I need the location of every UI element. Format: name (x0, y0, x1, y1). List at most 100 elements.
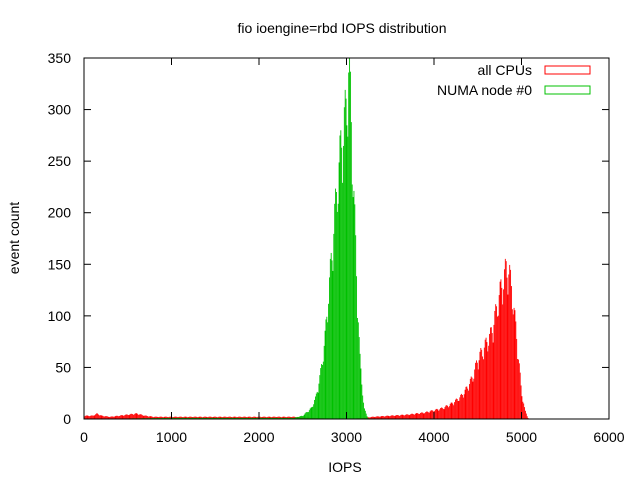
bar-series-0-182 (243, 416, 245, 419)
bar-series-0-465 (493, 324, 495, 419)
bar-series-0-76 (150, 416, 152, 419)
bar-series-0-464 (492, 342, 494, 419)
bar-series-1-318 (366, 416, 368, 419)
bar-series-0-392 (429, 411, 431, 419)
bar-series-0-403 (439, 409, 441, 419)
bar-series-1-204 (266, 417, 268, 419)
bar-series-0-382 (420, 412, 422, 419)
legend-swatch-1 (544, 85, 591, 95)
bar-series-0-478 (504, 258, 506, 419)
bar-series-0-82 (155, 416, 157, 419)
bar-series-0-496 (520, 385, 522, 419)
bar-series-1-312 (361, 384, 363, 419)
bar-series-0-8 (91, 415, 92, 419)
bar-series-0-405 (441, 407, 442, 419)
x-tick-label-3: 3000 (331, 429, 362, 445)
bar-series-0-472 (499, 281, 501, 419)
bar-series-0-338 (382, 415, 384, 419)
bar-series-0-406 (441, 407, 443, 419)
bar-series-1-309 (358, 337, 360, 419)
bar-series-1-173 (239, 417, 241, 419)
bar-series-1-175 (241, 417, 243, 419)
bar-series-1-284 (336, 211, 338, 419)
bar-series-0-449 (479, 351, 481, 419)
bar-series-0-223 (279, 416, 281, 419)
bar-series-0-34 (113, 416, 115, 419)
bar-series-0-469 (497, 316, 498, 419)
bar-series-0-70 (145, 415, 147, 419)
bar-series-1-247 (304, 413, 306, 419)
bar-series-0-339 (383, 416, 385, 419)
bar-series-0-60 (136, 413, 138, 419)
y-tick-label-6: 300 (48, 102, 72, 118)
bar-series-0-398 (434, 409, 436, 419)
bar-series-0-51 (128, 415, 130, 419)
bar-series-1-131 (203, 417, 204, 419)
bar-series-1-188 (252, 417, 254, 419)
bar-series-0-416 (450, 402, 452, 419)
bar-series-0-503 (526, 416, 528, 419)
bar-series-1-213 (274, 417, 276, 419)
x-tick-label-4: 4000 (418, 429, 449, 445)
bar-series-1-242 (300, 416, 302, 419)
bar-series-0-388 (426, 411, 428, 419)
bar-series-0-103 (174, 416, 176, 419)
bar-series-0-94 (166, 416, 168, 419)
bar-series-1-278 (331, 260, 333, 419)
bar-series-0-98 (169, 416, 171, 419)
bar-series-0-467 (495, 304, 497, 419)
y-tick-label-3: 150 (48, 256, 72, 272)
x-axis-label: IOPS (328, 459, 361, 475)
bar-series-1-285 (337, 203, 339, 419)
bar-series-0-189 (249, 416, 251, 419)
bar-series-1-101 (176, 417, 178, 419)
bar-series-0-331 (376, 416, 378, 419)
bar-series-0-93 (165, 416, 167, 419)
bar-series-0-183 (244, 416, 246, 419)
bar-series-0-453 (483, 359, 484, 419)
bar-series-0-421 (455, 399, 456, 419)
bar-series-0-22 (103, 416, 105, 419)
y-tick-label-2: 100 (48, 308, 72, 324)
bar-series-1-162 (230, 417, 232, 419)
y-tick-label-0: 0 (63, 411, 71, 427)
bar-series-1-275 (329, 277, 330, 419)
bar-series-1-243 (301, 415, 302, 419)
legend-label-1: NUMA node #0 (437, 82, 532, 98)
bar-series-1-249 (306, 412, 308, 419)
bar-series-1-176 (242, 417, 244, 419)
bar-series-0-367 (407, 414, 409, 419)
bar-series-0-77 (151, 416, 153, 419)
bar-series-0-68 (143, 415, 145, 419)
bar-series-1-250 (307, 412, 309, 419)
bar-series-0-422 (455, 398, 457, 419)
bar-series-1-317 (365, 413, 367, 419)
bar-series-0-64 (140, 414, 141, 419)
bar-series-0-491 (516, 338, 518, 419)
bar-series-1-130 (202, 417, 204, 419)
bar-series-0-379 (418, 413, 420, 419)
bar-series-0-45 (123, 415, 125, 419)
bar-series-0-19 (100, 415, 102, 419)
bar-series-0-424 (457, 400, 459, 419)
bar-series-0-448 (478, 360, 480, 419)
bar-series-0-324 (370, 417, 372, 419)
bar-series-1-267 (322, 364, 323, 419)
bar-series-0-401 (437, 409, 439, 419)
bar-series-0-139 (205, 416, 207, 419)
bar-series-1-107 (182, 417, 183, 419)
bar-series-1-186 (251, 417, 253, 419)
bar-series-0-105 (175, 416, 177, 419)
bar-series-0-383 (421, 412, 423, 419)
bar-series-0-239 (293, 416, 295, 419)
bar-series-0-502 (525, 413, 527, 419)
bar-series-0-336 (380, 416, 382, 419)
bar-series-0-233 (287, 416, 289, 419)
bar-series-0-414 (448, 406, 450, 419)
bar-series-0-476 (503, 289, 505, 419)
bar-series-0-65 (140, 414, 142, 419)
bar-series-1-290 (342, 182, 344, 419)
bar-series-0-439 (470, 376, 472, 419)
bar-series-1-148 (217, 417, 219, 419)
